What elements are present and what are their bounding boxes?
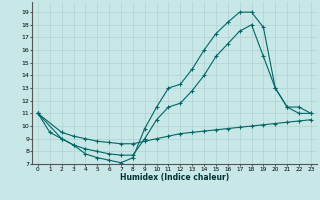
X-axis label: Humidex (Indice chaleur): Humidex (Indice chaleur)	[120, 173, 229, 182]
